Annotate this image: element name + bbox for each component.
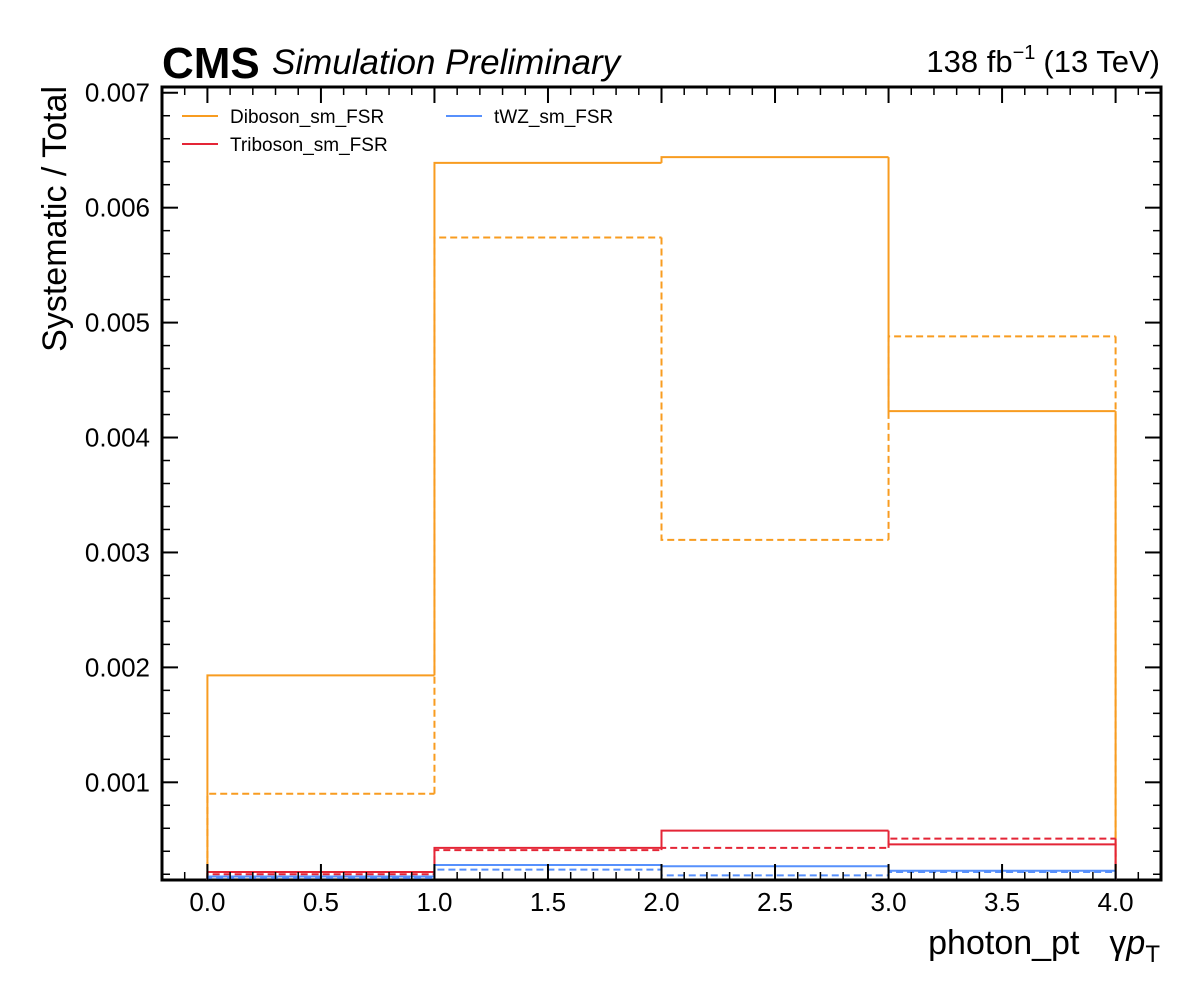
lumi-value: 138 fb [926,44,1012,79]
y-tick-label: 0.001 [85,767,150,797]
luminosity-label: 138 fb−1 (13 TeV) [926,42,1160,79]
series-layer [206,156,1117,880]
y-tick-label: 0.007 [85,78,150,108]
legend-label: tWZ_sm_FSR [494,107,613,128]
x-tick-label: 3.5 [984,887,1020,917]
x-tick-label: 2.5 [757,887,793,917]
y-tick-label: 0.003 [85,537,150,567]
step-bin-3 [887,335,1116,540]
step-bin-1 [433,846,662,872]
step-bin-0 [206,674,435,880]
legend-label: Diboson_sm_FSR [230,107,384,128]
y-tick-label: 0.004 [85,423,150,453]
y-tick-label: 0.005 [85,308,150,338]
step-bin-1 [433,236,662,794]
step-bin-0 [206,792,435,880]
x-tick-label: 1.0 [416,887,452,917]
lumi-exponent: −1 [1013,42,1036,64]
x-axis-title-text: photon_pt [928,924,1080,962]
legend: Diboson_sm_FSR Triboson_sm_FSR tWZ_sm_FSR [182,107,613,156]
x-tick-label: 0.0 [189,887,225,917]
y-tick-label: 0.002 [85,652,150,682]
x-tick-label: 3.0 [870,887,906,917]
series-1-dashed [206,236,1117,880]
step-bin-3 [887,837,1116,848]
x-tick-label: 0.5 [303,887,339,917]
step-bin-2 [660,237,889,541]
step-bin-2 [660,156,889,163]
x-axis-title-p: p [1125,924,1145,962]
x-tick-label: 4.0 [1098,887,1134,917]
step-bin-1 [433,161,662,676]
step-bin-2 [660,846,889,851]
x-axis-title-gamma: γ [1109,924,1126,962]
x-axis-title-sub: T [1145,941,1160,968]
step-bin-1 [433,849,662,875]
step-bin-2 [660,829,889,848]
energy-label: (13 TeV) [1043,44,1160,79]
cms-label: CMS [162,39,260,88]
legend-label: Triboson_sm_FSR [230,135,388,156]
step-bin-3 [887,157,1116,413]
y-tick-label: 0.006 [85,193,150,223]
simulation-preliminary-label: Simulation Preliminary [272,43,623,82]
y-axis-ticks: 0.001 0.002 0.003 0.004 0.005 0.006 0.007 [85,78,1161,876]
x-tick-label: 1.5 [530,887,566,917]
x-axis-title: photon_pt γpT [928,924,1160,968]
step-bin-3 [887,830,1116,846]
x-axis-ticks: 0.0 0.5 1.0 1.5 2.0 2.5 3.0 3.5 4.0 [161,87,1162,917]
y-axis-title: Systematic / Total [36,86,74,352]
x-tick-label: 2.0 [643,887,679,917]
